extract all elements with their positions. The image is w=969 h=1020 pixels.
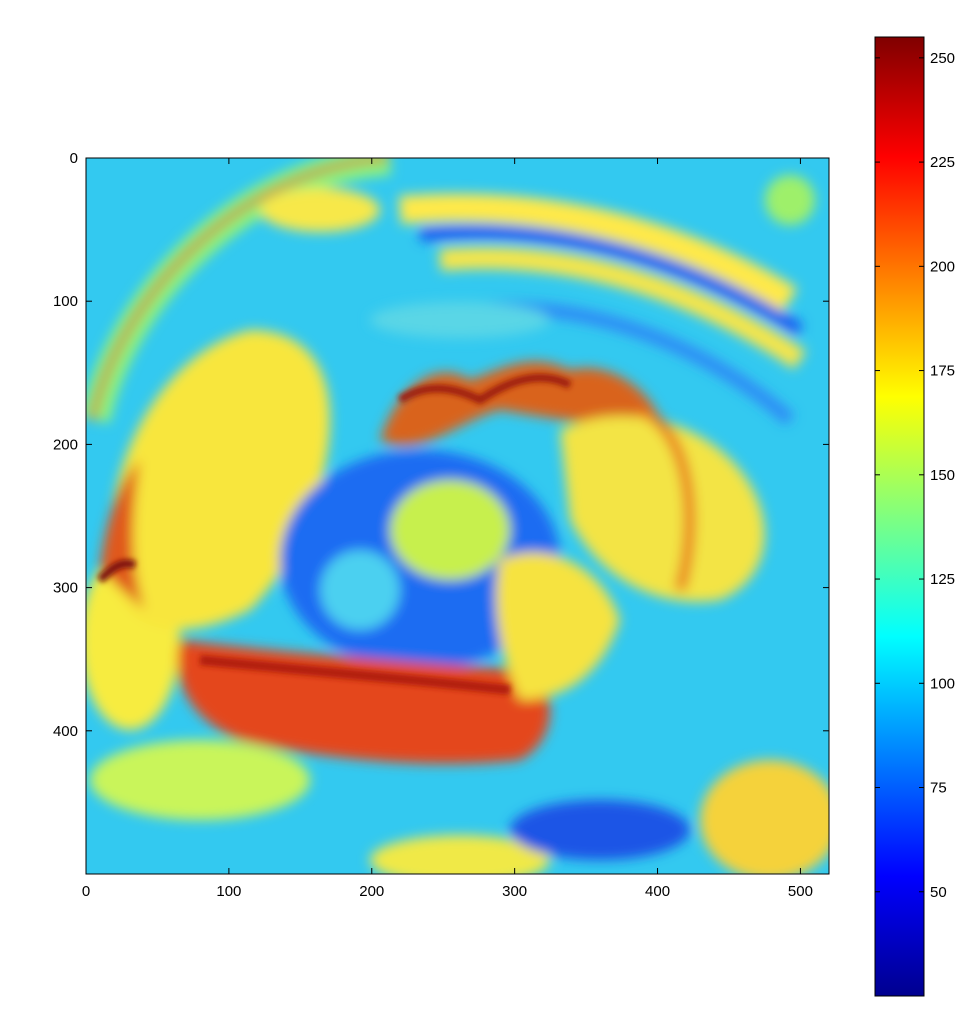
colorbar-tick-label: 175: [930, 363, 955, 380]
colorbar: [874, 36, 925, 997]
y-tick-label: 300: [53, 580, 78, 597]
colorbar-tick-label: 125: [930, 571, 955, 588]
x-tick-label: 400: [645, 883, 670, 900]
x-tick-label: 200: [359, 883, 384, 900]
heatmap-image: [86, 158, 829, 874]
y-tick-label: 100: [53, 293, 78, 310]
plot-frame: [85, 157, 830, 875]
colorbar-tick-label: 150: [930, 467, 955, 484]
x-axis: 0 100 200 300 400 500: [82, 158, 813, 900]
y-tick-label: 0: [70, 150, 78, 167]
colorbar-tick-label: 50: [930, 884, 947, 901]
colorbar-tick-label: 100: [930, 675, 955, 692]
colorbar-tick-label: 75: [930, 780, 947, 797]
x-tick-label: 300: [502, 883, 527, 900]
y-tick-label: 400: [53, 723, 78, 740]
colorbar-tick-label: 225: [930, 154, 955, 171]
x-tick-label: 500: [788, 883, 813, 900]
x-tick-label: 0: [82, 883, 90, 900]
colorbar-tick-label: 200: [930, 258, 955, 275]
colorbar-tick-label: 250: [930, 50, 955, 67]
x-tick-label: 100: [216, 883, 241, 900]
y-tick-label: 200: [53, 436, 78, 453]
y-axis: 0 100 200 300 400: [53, 150, 829, 740]
colorbar-axis: 50 75 100 125 150 175 200 225 250: [875, 50, 955, 901]
